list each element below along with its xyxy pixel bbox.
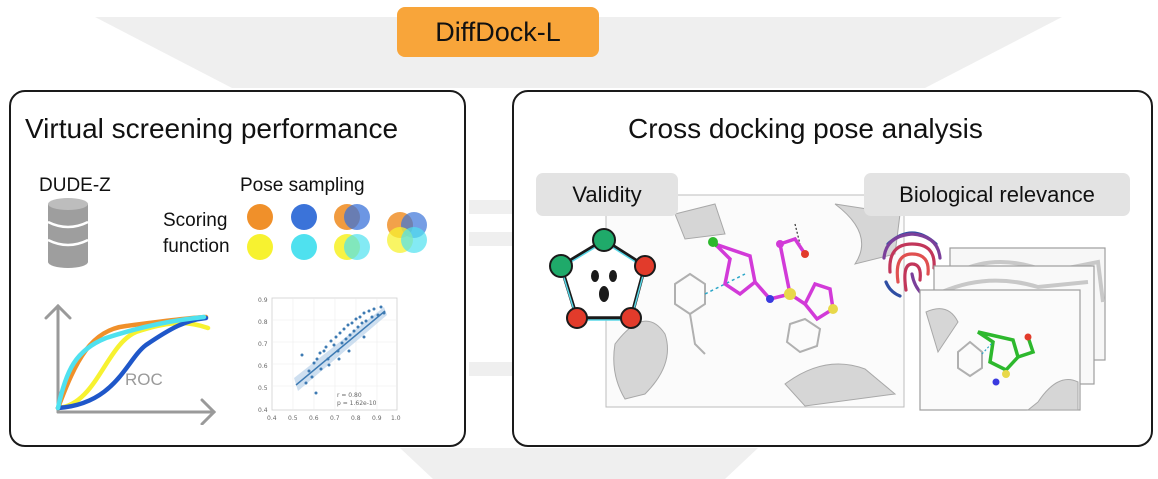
scatter-point: [342, 327, 346, 331]
scatter-regression-line: [295, 310, 386, 386]
scatter-stat-r: r = 0.80: [337, 392, 362, 399]
scatter-point: [360, 321, 364, 325]
pose-card-stack: [919, 247, 1106, 411]
scared-face-icon: [591, 270, 617, 302]
scatter-point: [318, 351, 322, 355]
yellow-circle: [247, 234, 273, 260]
scatter-points: [300, 305, 386, 395]
validity-chip: Validity: [536, 173, 678, 216]
roc-curve-blue: [55, 315, 209, 411]
pose-sampling-label: Pose sampling: [240, 175, 365, 196]
scatter-point: [337, 357, 341, 361]
scatter-point: [307, 369, 311, 373]
protein-ribbon: [613, 203, 901, 407]
scatter-point: [338, 331, 342, 335]
function-label: function: [163, 236, 230, 257]
scatter-point: [352, 329, 356, 333]
scatter-point: [334, 335, 338, 339]
diffdock-badge: DiffDock-L: [397, 7, 599, 57]
orange-circle: [247, 204, 273, 230]
scatter-point: [379, 305, 383, 309]
scatter-point: [304, 381, 308, 385]
scatter-point: [319, 367, 323, 371]
scatter-point: [350, 321, 354, 325]
scatter-point: [322, 349, 326, 353]
scatter-point: [372, 307, 376, 311]
scatter-point: [312, 361, 316, 365]
scatter-point: [382, 311, 386, 315]
roc-y-arrow-icon: [44, 303, 72, 320]
cross-docking-title: Cross docking pose analysis: [628, 113, 983, 144]
scatter-point: [370, 315, 374, 319]
biological-relevance-label: Biological relevance: [899, 181, 1095, 207]
sampling-scoring-grid: [247, 204, 427, 260]
scatter-point: [332, 343, 336, 347]
fingerprint-icon: [882, 231, 942, 298]
svg-text:0.8: 0.8: [351, 415, 361, 422]
scatter-point: [327, 363, 331, 367]
protein-ligand-render: [605, 194, 905, 408]
scatter-point: [354, 317, 358, 321]
scatter-point: [314, 391, 318, 395]
scatter-point: [347, 349, 351, 353]
scatter-point: [362, 335, 366, 339]
biological-relevance-chip: Biological relevance: [864, 173, 1130, 216]
roc-label: ROC: [125, 370, 163, 389]
svg-text:0.4: 0.4: [267, 415, 277, 422]
svg-text:0.5: 0.5: [288, 415, 298, 422]
scatter-x-ticks: 0.4 0.5 0.6 0.7 0.8 0.9 1.0: [267, 415, 401, 422]
scatter-point: [310, 375, 314, 379]
scatter-point: [315, 357, 319, 361]
svg-text:0.5: 0.5: [258, 385, 268, 392]
orange-blue-overlap-blue: [344, 204, 370, 230]
svg-text:0.4: 0.4: [258, 407, 268, 414]
dataset-label: DUDE-Z: [39, 175, 111, 196]
validity-label: Validity: [572, 181, 642, 207]
svg-text:0.6: 0.6: [258, 363, 268, 370]
scatter-point: [348, 333, 352, 337]
database-icon: [47, 198, 89, 268]
svg-text:0.9: 0.9: [258, 297, 268, 304]
scoring-label: Scoring: [163, 210, 228, 231]
roc-curve-yellow: [55, 320, 211, 411]
cyan-circle: [291, 234, 317, 260]
scatter-point: [364, 319, 368, 323]
svg-text:1.0: 1.0: [391, 415, 401, 422]
scatter-point: [329, 339, 333, 343]
scatter-point: [340, 341, 344, 345]
scatter-point: [376, 313, 380, 317]
scatter-point: [324, 345, 328, 349]
svg-text:0.7: 0.7: [258, 341, 268, 348]
scatter-point: [358, 315, 362, 319]
correlation-scatter: 0.4 0.5 0.6 0.7 0.8 0.9 0.4 0.5 0.6 0.7 …: [258, 297, 401, 422]
scatter-point: [346, 323, 350, 327]
pose-card-front: [919, 289, 1081, 411]
scatter-point: [344, 337, 348, 341]
blue-circle: [291, 204, 317, 230]
scatter-point: [356, 325, 360, 329]
svg-text:0.8: 0.8: [258, 319, 268, 326]
yellow-cyan-overlap-cyan: [344, 234, 370, 260]
scatter-point: [362, 311, 366, 315]
scatter-y-ticks: 0.4 0.5 0.6 0.7 0.8 0.9: [258, 297, 268, 414]
roc-x-arrow-icon: [200, 398, 217, 425]
scatter-point: [326, 357, 330, 361]
svg-text:0.6: 0.6: [309, 415, 319, 422]
svg-text:0.9: 0.9: [372, 415, 382, 422]
scatter-point: [336, 349, 340, 353]
scatter-point: [300, 353, 304, 357]
scatter-stat-p: p = 1.62e-10: [337, 400, 377, 407]
header-title: DiffDock-L: [435, 16, 561, 47]
scatter-point: [367, 309, 371, 313]
roc-chart: [44, 303, 217, 425]
protein-sticks: [674, 272, 822, 355]
svg-text:0.7: 0.7: [330, 415, 340, 422]
virtual-screening-title: Virtual screening performance: [25, 113, 399, 144]
four-way-overlap: [387, 212, 427, 253]
molecule-validity-icon: [549, 228, 656, 329]
roc-curve-cyan: [55, 314, 207, 411]
